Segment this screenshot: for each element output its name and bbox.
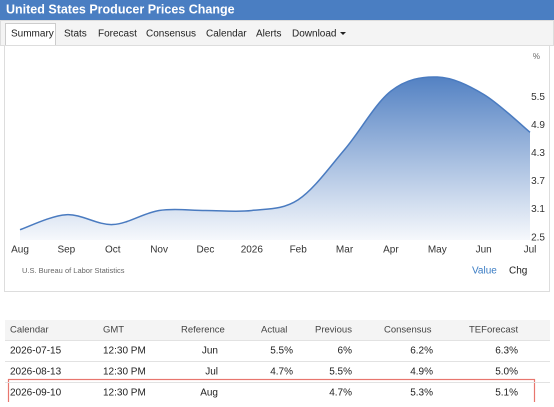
tab[interactable]: Forecast xyxy=(98,29,137,40)
area xyxy=(20,76,530,240)
column-header: Reference xyxy=(181,325,225,336)
cell: 5.3% xyxy=(410,388,433,399)
column-header: Previous xyxy=(315,325,352,336)
y-tick-label: 4.9 xyxy=(531,120,545,131)
line xyxy=(19,76,531,231)
cell: 4.9% xyxy=(410,367,433,378)
tab[interactable]: Alerts xyxy=(256,29,282,40)
x-tick-label: Mar xyxy=(336,245,354,256)
tab[interactable]: Consensus xyxy=(146,29,196,40)
cell: Jul xyxy=(205,367,218,378)
x-tick-label: Dec xyxy=(197,245,215,256)
table-header-bg xyxy=(5,320,550,340)
cell: 12:30 PM xyxy=(103,367,146,378)
x-tick-label: May xyxy=(428,245,447,256)
cell: 2026-08-13 xyxy=(10,367,62,378)
cell: 5.0% xyxy=(495,367,518,378)
x-tick-label: Apr xyxy=(383,245,399,256)
cell: 6.3% xyxy=(495,346,518,357)
column-header: Consensus xyxy=(384,325,432,336)
title-bar xyxy=(0,0,554,20)
cell: Aug xyxy=(200,388,218,399)
x-tick-label: Jul xyxy=(524,245,537,256)
title: United States Producer Prices Change xyxy=(6,2,235,16)
column-header: GMT xyxy=(103,325,124,336)
cell: 5.5% xyxy=(270,346,293,357)
column-header: Actual xyxy=(261,325,287,336)
x-tick-label: Aug xyxy=(11,245,29,256)
x-tick-label: Jun xyxy=(476,245,492,256)
cell: 5.5% xyxy=(329,367,352,378)
cell: 6% xyxy=(338,346,353,357)
x-tick-label: Sep xyxy=(57,245,75,256)
cell: 5.1% xyxy=(495,388,518,399)
cell: 2026-07-15 xyxy=(10,346,62,357)
column-header: Calendar xyxy=(10,325,49,336)
tab[interactable]: Stats xyxy=(64,29,87,40)
x-tick-label: Nov xyxy=(150,245,168,256)
x-tick-label: Oct xyxy=(105,245,121,256)
y-tick-label: 3.1 xyxy=(531,204,545,215)
cell: 12:30 PM xyxy=(103,388,146,399)
toggle-chg[interactable]: Chg xyxy=(509,266,527,277)
cell: 2026-09-10 xyxy=(10,388,62,399)
column-header: TEForecast xyxy=(469,325,518,336)
tab[interactable]: Calendar xyxy=(206,29,247,40)
y-tick-label: 5.5 xyxy=(531,92,545,103)
cell: 4.7% xyxy=(329,388,352,399)
unit-label: % xyxy=(533,52,540,61)
toggle-value[interactable]: Value xyxy=(472,266,497,277)
cell: 12:30 PM xyxy=(103,346,146,357)
y-tick-label: 2.5 xyxy=(531,232,545,243)
y-tick-label: 3.7 xyxy=(531,176,545,187)
tab[interactable]: Download xyxy=(292,29,336,40)
y-tick-label: 4.3 xyxy=(531,148,545,159)
cell: 6.2% xyxy=(410,346,433,357)
x-tick-label: 2026 xyxy=(241,245,264,256)
x-tick-label: Feb xyxy=(290,245,308,256)
tab[interactable]: Summary xyxy=(11,29,54,40)
dropdown-arrow xyxy=(340,32,346,35)
source: U.S. Bureau of Labor Statistics xyxy=(22,266,125,275)
cell: Jun xyxy=(202,346,218,357)
cell: 4.7% xyxy=(270,367,293,378)
